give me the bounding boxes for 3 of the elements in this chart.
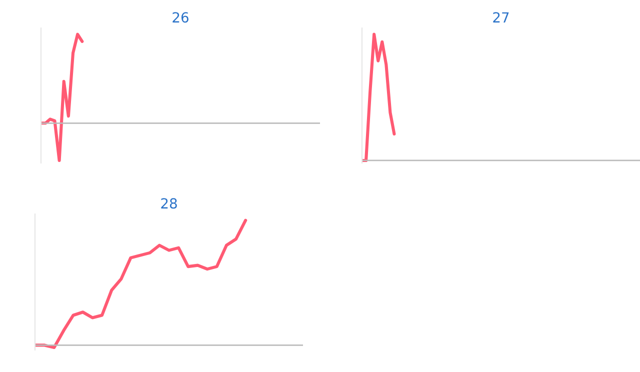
chart-title: 26 — [172, 12, 188, 23]
chart-title: 28 — [161, 198, 177, 209]
chart-title: 27 — [493, 12, 509, 22]
